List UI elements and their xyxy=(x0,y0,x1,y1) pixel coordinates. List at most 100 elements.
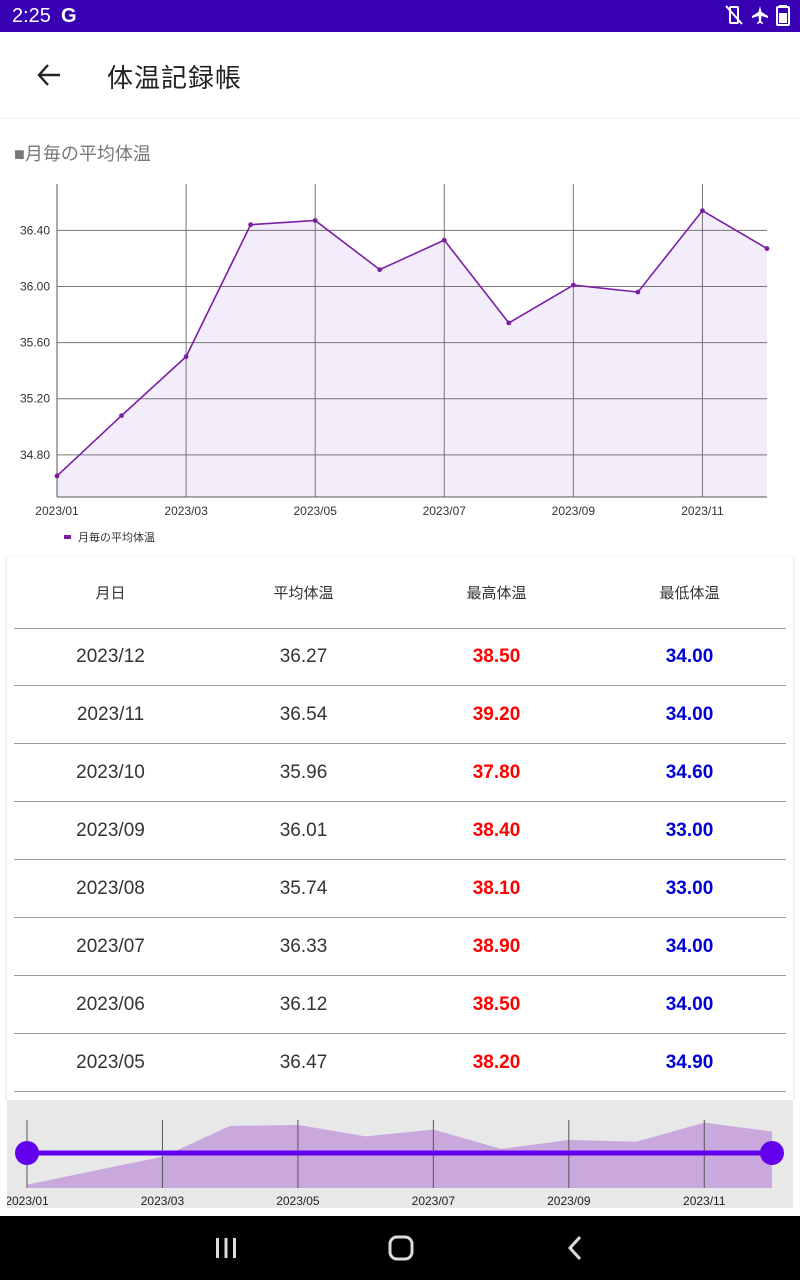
x-tick-label: 2023/05 xyxy=(293,504,337,518)
back-button[interactable] xyxy=(28,54,70,96)
cell-max: 38.10 xyxy=(472,877,521,899)
cell-average: 36.54 xyxy=(279,703,328,725)
data-point xyxy=(441,237,447,243)
system-nav-bar xyxy=(0,1216,800,1280)
cell-average: 35.96 xyxy=(279,761,328,783)
table-row[interactable]: 2023/09 36.01 38.40 33.00 xyxy=(14,802,786,860)
navigator-tick-label: 2023/07 xyxy=(412,1194,456,1208)
cell-month: 2023/12 xyxy=(76,645,145,667)
cell-min: 34.60 xyxy=(665,761,714,783)
cell-max: 38.50 xyxy=(472,993,521,1015)
range-navigator[interactable]: 2023/01 2023/03 2023/05 2023/07 2023/09 2023/… xyxy=(7,1100,793,1208)
cell-month: 2023/06 xyxy=(76,993,145,1015)
recent-apps-button[interactable] xyxy=(206,1232,246,1264)
nav-back-button[interactable] xyxy=(555,1232,595,1264)
navigator-tick-label: 2023/01 xyxy=(7,1194,49,1208)
arrow-left-icon xyxy=(37,64,60,86)
chart-title: ■月毎の平均体温 xyxy=(14,144,151,164)
y-tick-label: 36.00 xyxy=(20,279,50,293)
cell-max: 38.40 xyxy=(472,819,521,841)
average-temperature-chart: 34.80 35.20 35.60 36.00 36.40 2023/01 2023/03 2… xyxy=(20,184,770,544)
cell-min: 34.00 xyxy=(665,645,714,667)
cell-month: 2023/05 xyxy=(76,1051,145,1073)
data-point xyxy=(54,473,60,479)
cell-min: 34.00 xyxy=(665,993,714,1015)
cell-max: 38.20 xyxy=(472,1051,521,1073)
vibrate-mute-icon xyxy=(725,5,743,25)
header-month: 月日 xyxy=(95,585,126,602)
navigator-tick-label: 2023/11 xyxy=(683,1194,726,1208)
header-average: 平均体温 xyxy=(273,585,334,602)
status-time: 2:25 xyxy=(12,4,51,27)
navigator-tick-label: 2023/03 xyxy=(141,1194,185,1208)
recent-apps-icon xyxy=(216,1238,236,1258)
header-min: 最低体温 xyxy=(659,585,720,602)
cell-min: 33.00 xyxy=(665,877,714,899)
table-header: 月日 平均体温 最高体温 最低体温 xyxy=(14,557,786,629)
cell-month: 2023/08 xyxy=(76,877,145,899)
data-point xyxy=(183,354,189,360)
cell-min: 34.00 xyxy=(665,703,714,725)
cell-average: 36.01 xyxy=(279,819,328,841)
cell-max: 37.80 xyxy=(472,761,521,783)
series-line xyxy=(56,209,768,477)
y-tick-label: 35.20 xyxy=(20,392,50,406)
data-point xyxy=(570,282,576,288)
cell-max: 39.20 xyxy=(472,703,521,725)
cell-max: 38.90 xyxy=(472,935,521,957)
cell-average: 36.47 xyxy=(279,1051,328,1073)
navigator-tick-label: 2023/09 xyxy=(547,1194,591,1208)
status-bar: 2:25 G xyxy=(0,0,800,32)
cell-average: 36.12 xyxy=(279,993,328,1015)
table-row[interactable]: 2023/10 35.96 37.80 34.60 xyxy=(14,744,786,802)
legend-label: 月毎の平均体温 xyxy=(78,530,155,544)
table-row[interactable]: 2023/06 36.12 38.50 34.00 xyxy=(14,976,786,1034)
data-point xyxy=(764,246,770,251)
table-row[interactable]: 2023/11 36.54 39.20 34.00 xyxy=(14,686,786,744)
home-icon xyxy=(388,1235,414,1261)
table-row[interactable]: 2023/05 36.47 38.20 34.90 xyxy=(14,1034,786,1092)
cell-min: 33.00 xyxy=(665,819,714,841)
cell-average: 36.33 xyxy=(279,935,328,957)
x-tick-label: 2023/07 xyxy=(423,504,467,518)
cell-min: 34.00 xyxy=(665,935,714,957)
cell-average: 36.27 xyxy=(279,645,328,667)
y-tick-label: 34.80 xyxy=(20,448,50,462)
status-icons xyxy=(724,4,790,26)
range-navigator-chart[interactable]: 2023/01 2023/03 2023/05 2023/07 2023/09 2023/… xyxy=(7,1100,793,1208)
data-point xyxy=(506,320,512,326)
legend-marker xyxy=(64,535,71,539)
y-tick-label: 35.60 xyxy=(20,336,50,350)
data-point xyxy=(248,222,254,228)
area-fill xyxy=(57,210,767,498)
x-tick-label: 2023/09 xyxy=(552,504,596,518)
cell-average: 35.74 xyxy=(279,877,328,899)
battery-icon xyxy=(776,5,790,26)
cell-month: 2023/11 xyxy=(76,703,145,725)
data-point xyxy=(312,218,318,223)
page-title: 体温記録帳 xyxy=(107,63,243,93)
temperature-table: 月日 平均体温 最高体温 最低体温 2023/12 36.27 38.50 34… xyxy=(7,557,793,1100)
x-tick-label: 2023/01 xyxy=(35,504,79,518)
data-point xyxy=(700,208,705,214)
cell-month: 2023/09 xyxy=(76,819,145,841)
navigator-tick-label: 2023/05 xyxy=(276,1194,320,1208)
cell-month: 2023/10 xyxy=(76,761,145,783)
y-tick-label: 36.40 xyxy=(20,223,50,237)
header-max: 最高体温 xyxy=(466,585,527,602)
data-point xyxy=(635,289,641,295)
home-button[interactable] xyxy=(381,1232,421,1264)
google-icon: G xyxy=(60,4,77,27)
chevron-left-icon xyxy=(567,1235,582,1261)
x-tick-label: 2023/11 xyxy=(681,504,724,518)
airplane-icon xyxy=(752,6,768,24)
x-tick-label: 2023/03 xyxy=(164,504,208,518)
range-handle-end[interactable] xyxy=(760,1141,784,1165)
app-bar: 体温記録帳 xyxy=(0,32,800,119)
cell-month: 2023/07 xyxy=(76,935,145,957)
table-row[interactable]: 2023/12 36.27 38.50 34.00 xyxy=(14,628,786,686)
table-row[interactable]: 2023/07 36.33 38.90 34.00 xyxy=(14,918,786,976)
table-row[interactable]: 2023/08 35.74 38.10 33.00 xyxy=(14,860,786,918)
range-handle-start[interactable] xyxy=(15,1141,39,1165)
cell-max: 38.50 xyxy=(472,645,521,667)
